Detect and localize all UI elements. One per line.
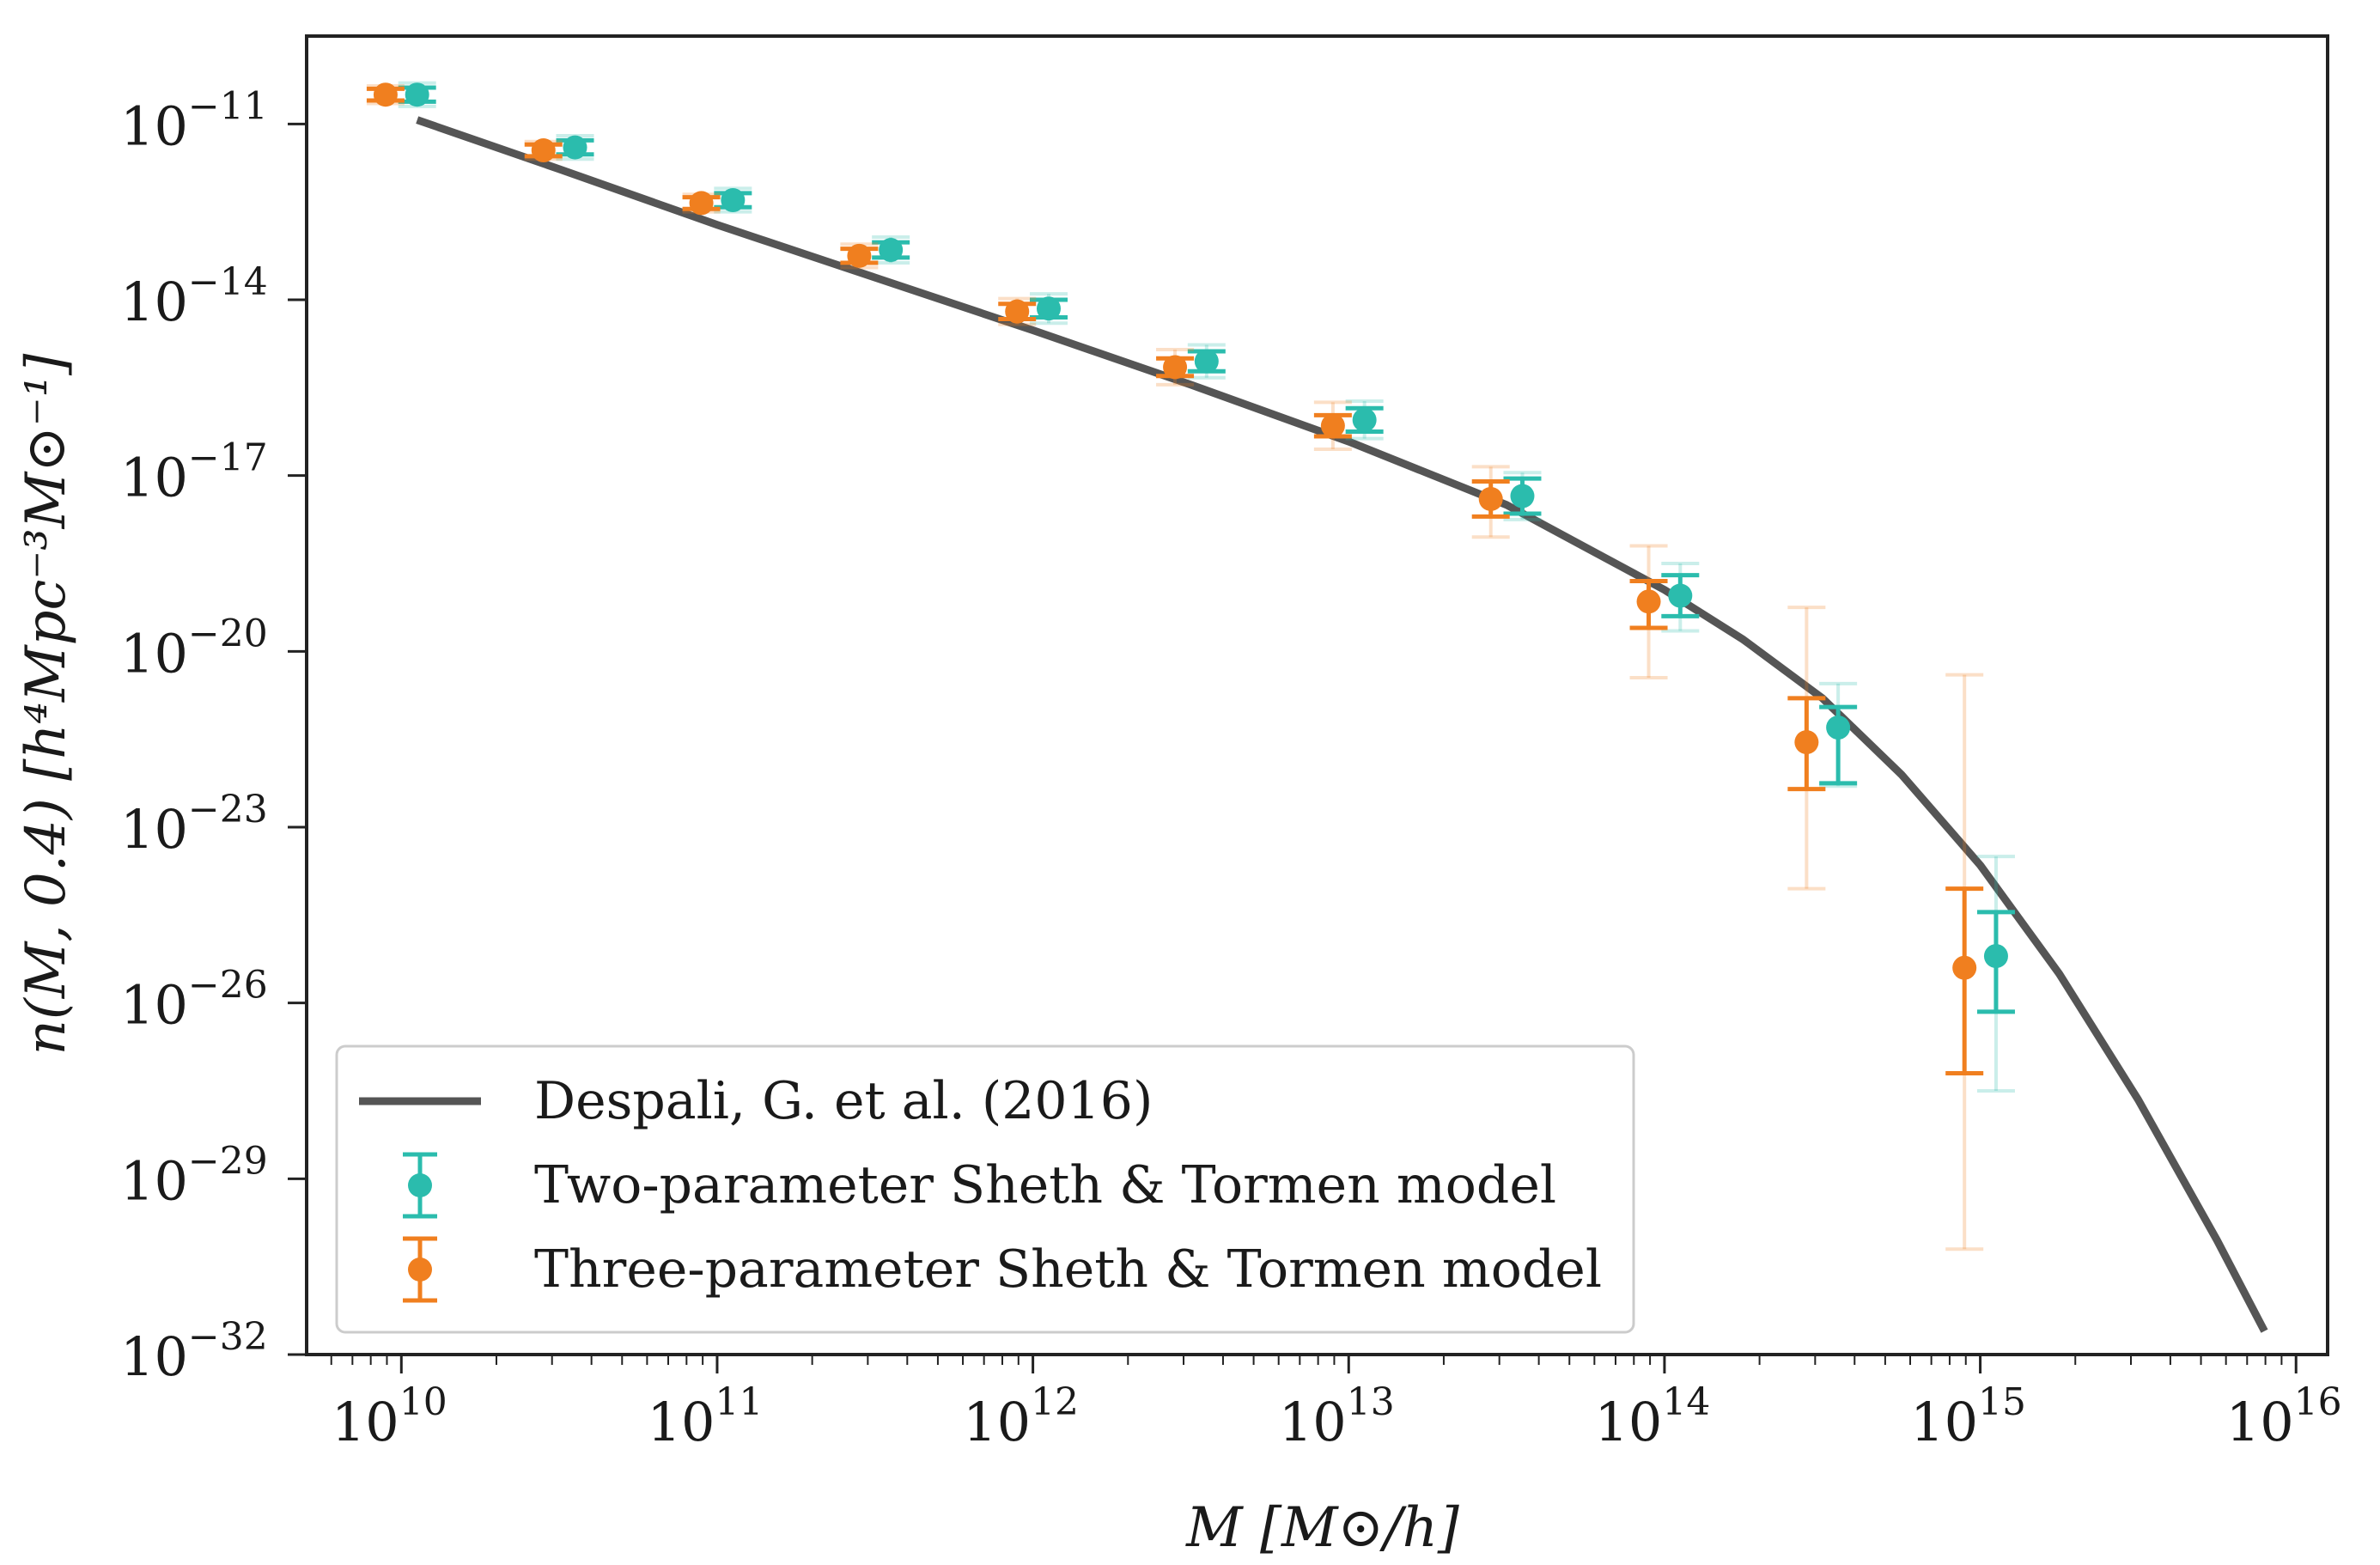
- data-point: [1036, 296, 1061, 321]
- x-tick-label: 1013: [1279, 1380, 1395, 1453]
- x-tick-base: 10: [648, 1391, 715, 1453]
- legend-label: Despali, G. et al. (2016): [534, 1071, 1153, 1131]
- data-point: [405, 82, 429, 107]
- data-point: [1983, 944, 2008, 969]
- x-tick-exponent: 16: [2294, 1380, 2342, 1424]
- x-tick-base: 10: [1594, 1391, 1662, 1453]
- y-tick-exponent: −14: [188, 260, 268, 304]
- y-axis-label: n(M, 0.4) [h⁴Mpc⁻³M⊙⁻¹]: [15, 353, 78, 1056]
- y-tick-label: 10−23: [120, 788, 268, 861]
- data-point: [1636, 589, 1661, 614]
- y-tick-base: 10: [120, 622, 188, 685]
- data-point: [1952, 955, 1977, 980]
- y-tick-exponent: −29: [188, 1139, 268, 1183]
- x-tick-exponent: 13: [1347, 1380, 1395, 1424]
- data-point: [721, 188, 746, 213]
- y-tick-label: 10−11: [120, 84, 268, 157]
- y-tick-exponent: −20: [188, 612, 268, 655]
- legend-label: Two-parameter Sheth & Tormen model: [534, 1155, 1556, 1215]
- data-point: [879, 238, 904, 263]
- x-tick-label: 1015: [1910, 1380, 2026, 1453]
- y-tick-label: 10−26: [120, 964, 268, 1037]
- y-tick-exponent: −17: [188, 436, 268, 480]
- x-tick-base: 10: [963, 1391, 1031, 1453]
- x-tick-base: 10: [1910, 1391, 1978, 1453]
- series-2: [366, 82, 1984, 1251]
- y-tick-base: 10: [120, 1149, 188, 1212]
- data-point: [1510, 484, 1535, 508]
- y-tick-base: 10: [120, 94, 188, 157]
- x-tick-base: 10: [332, 1391, 399, 1453]
- x-tick-label: 1012: [963, 1380, 1079, 1453]
- series-0: [416, 116, 2268, 1333]
- legend-label: Three-parameter Sheth & Tormen model: [534, 1239, 1602, 1300]
- x-tick-exponent: 11: [715, 1380, 763, 1424]
- data-point: [847, 243, 872, 268]
- x-tick-base: 10: [2226, 1391, 2294, 1453]
- x-tick-base: 10: [1279, 1391, 1347, 1453]
- y-tick-exponent: −32: [188, 1315, 268, 1359]
- y-tick-label: 10−20: [120, 612, 268, 685]
- x-tick-label: 1014: [1594, 1380, 1710, 1453]
- data-point: [1352, 407, 1377, 432]
- data-point: [689, 191, 714, 216]
- data-point: [1668, 583, 1693, 608]
- y-tick-label: 10−32: [120, 1315, 268, 1388]
- x-tick-exponent: 12: [1031, 1380, 1079, 1424]
- y-tick-label: 10−14: [120, 260, 268, 333]
- data-point: [1005, 299, 1030, 324]
- y-tick-base: 10: [120, 447, 188, 509]
- data-point: [1163, 355, 1188, 380]
- y-tick-base: 10: [120, 1325, 188, 1388]
- x-tick-label: 1010: [332, 1380, 447, 1453]
- x-tick-exponent: 10: [399, 1380, 447, 1424]
- despali-fit-line: [416, 116, 2268, 1333]
- x-tick-label: 1011: [648, 1380, 764, 1453]
- x-tick-label: 1016: [2226, 1380, 2342, 1453]
- y-tick-label: 10−29: [120, 1139, 268, 1212]
- data-point: [373, 82, 398, 107]
- y-tick-exponent: −11: [188, 84, 268, 128]
- data-point: [531, 138, 556, 163]
- legend-marker: [408, 1173, 432, 1197]
- plot-area: [366, 81, 2268, 1333]
- y-tick-base: 10: [120, 974, 188, 1037]
- x-axis-ticks: 1010 1011 1012 1013 1014 1015 1016: [330, 1355, 2342, 1453]
- y-tick-label: 10−17: [120, 436, 268, 509]
- data-point: [1194, 349, 1219, 374]
- x-axis-label: M [M⊙/h]: [1185, 1496, 1460, 1560]
- data-point: [1794, 730, 1819, 755]
- x-tick-exponent: 15: [1978, 1380, 2026, 1424]
- data-point: [563, 135, 587, 160]
- data-point: [1320, 413, 1345, 438]
- data-point: [1478, 486, 1503, 511]
- x-tick-exponent: 14: [1662, 1380, 1710, 1424]
- plot-frame: [305, 34, 2329, 1356]
- legend-frame: [335, 1044, 1635, 1334]
- data-point: [1826, 716, 1851, 740]
- legend: Despali, G. et al. (2016) Two-parameter S…: [335, 1044, 1635, 1334]
- y-tick-base: 10: [120, 271, 188, 333]
- y-tick-exponent: −23: [188, 788, 268, 831]
- y-tick-base: 10: [120, 798, 188, 861]
- legend-marker: [408, 1257, 432, 1282]
- series-1: [398, 81, 2015, 1093]
- y-tick-exponent: −26: [188, 964, 268, 1008]
